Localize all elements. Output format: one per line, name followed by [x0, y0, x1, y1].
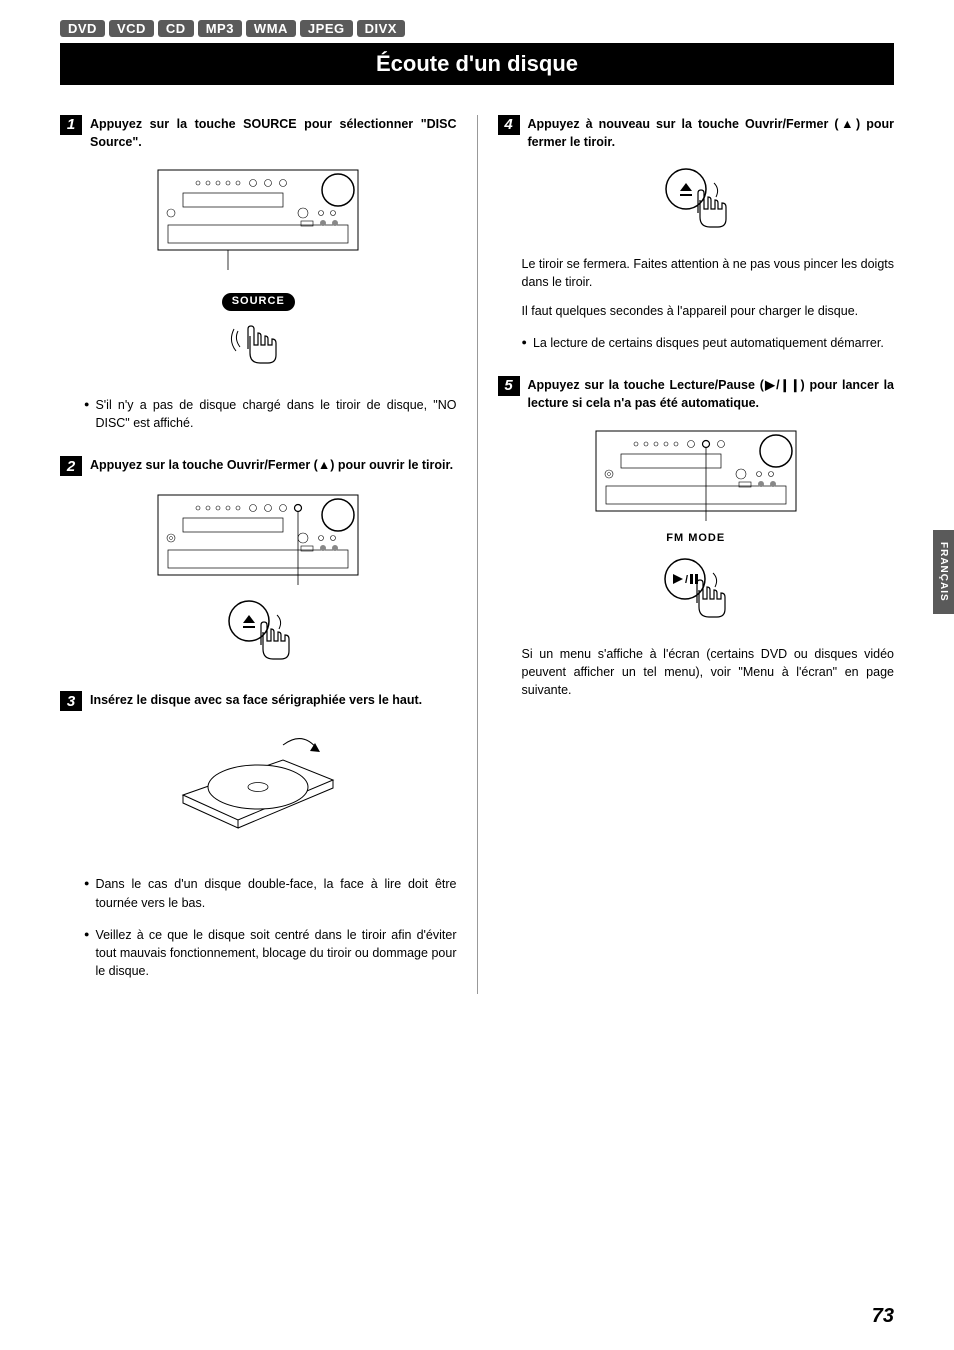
format-badge: WMA	[246, 20, 296, 37]
hand-press-icon	[228, 321, 288, 376]
step-1: 1 Appuyez sur la touche SOURCE pour séle…	[60, 115, 457, 151]
format-badge: MP3	[198, 20, 242, 37]
paragraph: Il faut quelques secondes à l'appareil p…	[522, 302, 895, 320]
step-text: Appuyez sur la touche SOURCE pour sélect…	[90, 115, 457, 151]
bullet-text: La lecture de certains disques peut auto…	[522, 334, 895, 352]
step-text: Appuyez sur la touche Lecture/Pause (▶/❙…	[528, 376, 895, 412]
step-text: Appuyez sur la touche Ouvrir/Fermer (▲) …	[90, 456, 453, 474]
svg-text:/: /	[685, 574, 688, 586]
format-badge-row: DVD VCD CD MP3 WMA JPEG DIVX	[60, 20, 894, 37]
device-front-illustration	[153, 490, 363, 585]
bullet-text: Veillez à ce que le disque soit centré d…	[84, 926, 457, 980]
step-number: 1	[60, 115, 82, 135]
source-label: SOURCE	[222, 293, 295, 311]
step-2: 2 Appuyez sur la touche Ouvrir/Fermer (▲…	[60, 456, 457, 476]
format-badge: DIVX	[357, 20, 405, 37]
format-badge: JPEG	[300, 20, 353, 37]
page-number: 73	[872, 1305, 894, 1328]
page-title: Écoute d'un disque	[60, 43, 894, 85]
fm-mode-label: FM MODE	[498, 531, 895, 547]
bullet-text: Dans le cas d'un disque double-face, la …	[84, 875, 457, 911]
step-5: 5 Appuyez sur la touche Lecture/Pause (▶…	[498, 376, 895, 412]
paragraph: Le tiroir se fermera. Faites attention à…	[522, 255, 895, 291]
device-front-illustration	[153, 165, 363, 285]
step-number: 2	[60, 456, 82, 476]
eject-button-hand-icon	[221, 597, 296, 667]
bullet-text: S'il n'y a pas de disque chargé dans le …	[84, 396, 457, 432]
step-3: 3 Insérez le disque avec sa face sérigra…	[60, 691, 457, 711]
device-front-illustration	[591, 426, 801, 521]
eject-button-hand-icon	[658, 165, 733, 235]
format-badge: DVD	[60, 20, 105, 37]
paragraph: Si un menu s'affiche à l'écran (certains…	[522, 645, 895, 699]
step-4: 4 Appuyez à nouveau sur la touche Ouvrir…	[498, 115, 895, 151]
step-text: Insérez le disque avec sa face sérigraph…	[90, 691, 422, 709]
insert-disc-illustration	[163, 725, 353, 855]
format-badge: VCD	[109, 20, 154, 37]
step-text: Appuyez à nouveau sur la touche Ouvrir/F…	[528, 115, 895, 151]
language-side-tab: FRANÇAIS	[933, 530, 954, 614]
source-label-wrap: SOURCE	[60, 291, 457, 311]
step-number: 3	[60, 691, 82, 711]
step-number: 4	[498, 115, 520, 135]
play-pause-button-hand-icon: /	[657, 555, 735, 625]
format-badge: CD	[158, 20, 194, 37]
step-number: 5	[498, 376, 520, 396]
